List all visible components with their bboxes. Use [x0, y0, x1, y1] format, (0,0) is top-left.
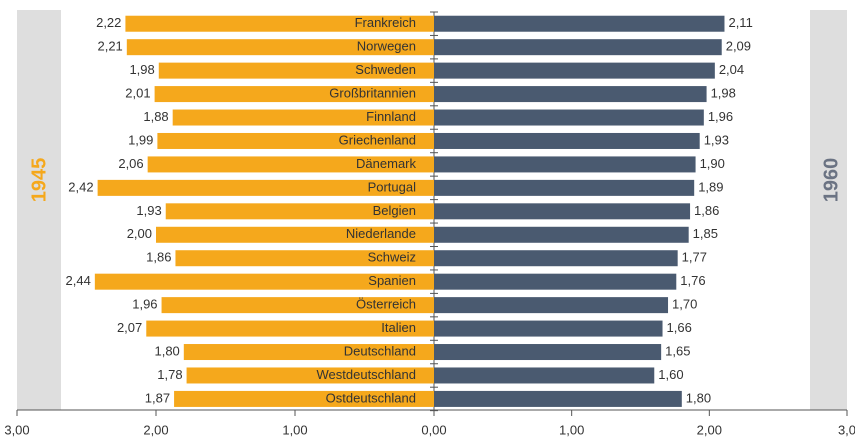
category-label: Großbritannien	[329, 86, 416, 101]
bar	[183, 344, 434, 361]
bar	[174, 390, 434, 407]
category-label: Deutschland	[344, 343, 416, 358]
bar	[434, 367, 655, 384]
value-label: 1,76	[680, 273, 705, 288]
x-tick-label: 1,00	[282, 422, 307, 437]
category-label: Schweiz	[368, 250, 416, 265]
bar	[434, 250, 678, 267]
value-label: 1,78	[157, 367, 182, 382]
bar	[434, 39, 722, 56]
category-label: Belgien	[373, 203, 416, 218]
value-label: 1,87	[145, 390, 170, 405]
value-label: 1,66	[667, 320, 692, 335]
bar	[434, 203, 691, 220]
x-tick-label: 2,00	[697, 422, 722, 437]
category-label: Österreich	[356, 297, 416, 312]
value-label: 1,60	[658, 367, 683, 382]
bar	[186, 367, 434, 384]
bar	[97, 179, 435, 196]
category-label: Spanien	[368, 273, 416, 288]
category-label: Portugal	[368, 179, 417, 194]
series-label: 1960	[820, 158, 842, 203]
bar	[434, 273, 677, 290]
band-left	[17, 10, 61, 410]
value-label: 2,42	[68, 179, 93, 194]
x-tick-label: 2,00	[143, 422, 168, 437]
value-label: 2,01	[125, 86, 150, 101]
category-label: Griechenland	[339, 132, 416, 147]
bar	[157, 132, 434, 149]
value-label: 1,70	[672, 297, 697, 312]
band-right	[810, 10, 847, 410]
bar	[158, 62, 434, 79]
bar	[165, 203, 435, 220]
x-tick-label: 3,0	[838, 422, 855, 437]
value-label: 1,98	[129, 62, 154, 77]
value-label: 2,07	[117, 320, 142, 335]
bar	[434, 15, 725, 32]
bar	[434, 344, 662, 361]
bar	[172, 109, 434, 126]
bar	[434, 390, 682, 407]
bar	[94, 273, 434, 290]
category-label: Dänemark	[356, 156, 416, 171]
value-label: 1,90	[700, 156, 725, 171]
bar	[146, 320, 434, 337]
bar	[434, 86, 707, 103]
bar	[434, 179, 695, 196]
bar	[434, 297, 669, 314]
bar	[154, 86, 435, 103]
value-label: 1,80	[686, 390, 711, 405]
category-label: Frankreich	[355, 15, 416, 30]
category-label: Norwegen	[357, 39, 416, 54]
value-label: 2,44	[66, 273, 91, 288]
value-label: 1,96	[708, 109, 733, 124]
value-label: 1,85	[693, 226, 718, 241]
value-label: 2,00	[127, 226, 152, 241]
category-label: Westdeutschland	[317, 367, 417, 382]
value-label: 1,89	[698, 179, 723, 194]
value-label: 2,21	[97, 39, 122, 54]
bar	[434, 226, 689, 243]
x-tick-label: 0,00	[421, 422, 446, 437]
value-label: 1,96	[132, 297, 157, 312]
bar	[161, 297, 434, 314]
category-label: Finnland	[366, 109, 416, 124]
category-label: Italien	[381, 320, 416, 335]
bar	[125, 15, 435, 32]
value-label: 1,86	[694, 203, 719, 218]
x-tick-label: 3,00	[4, 422, 29, 437]
category-label: Niederlande	[346, 226, 416, 241]
value-label: 1,77	[682, 250, 707, 265]
bar	[434, 320, 663, 337]
value-label: 2,04	[719, 62, 744, 77]
value-label: 2,11	[728, 15, 752, 30]
bar	[147, 156, 434, 173]
value-label: 1,86	[146, 250, 171, 265]
value-label: 1,98	[711, 86, 736, 101]
value-label: 1,93	[704, 132, 729, 147]
bar	[175, 250, 434, 267]
series-label: 1945	[28, 158, 50, 203]
value-label: 2,09	[726, 39, 751, 54]
value-label: 2,22	[96, 15, 121, 30]
value-label: 2,06	[118, 156, 143, 171]
bar	[126, 39, 434, 56]
value-label: 1,80	[154, 343, 179, 358]
bar	[434, 156, 696, 173]
value-label: 1,99	[128, 132, 153, 147]
category-label: Ostdeutschland	[326, 390, 416, 405]
bar	[434, 62, 715, 79]
x-tick-label: 1,00	[559, 422, 584, 437]
bar	[434, 132, 700, 149]
value-label: 1,88	[143, 109, 168, 124]
category-label: Schweden	[355, 62, 416, 77]
value-label: 1,93	[136, 203, 161, 218]
value-label: 1,65	[665, 343, 690, 358]
bar	[156, 226, 434, 243]
bar	[434, 109, 704, 126]
